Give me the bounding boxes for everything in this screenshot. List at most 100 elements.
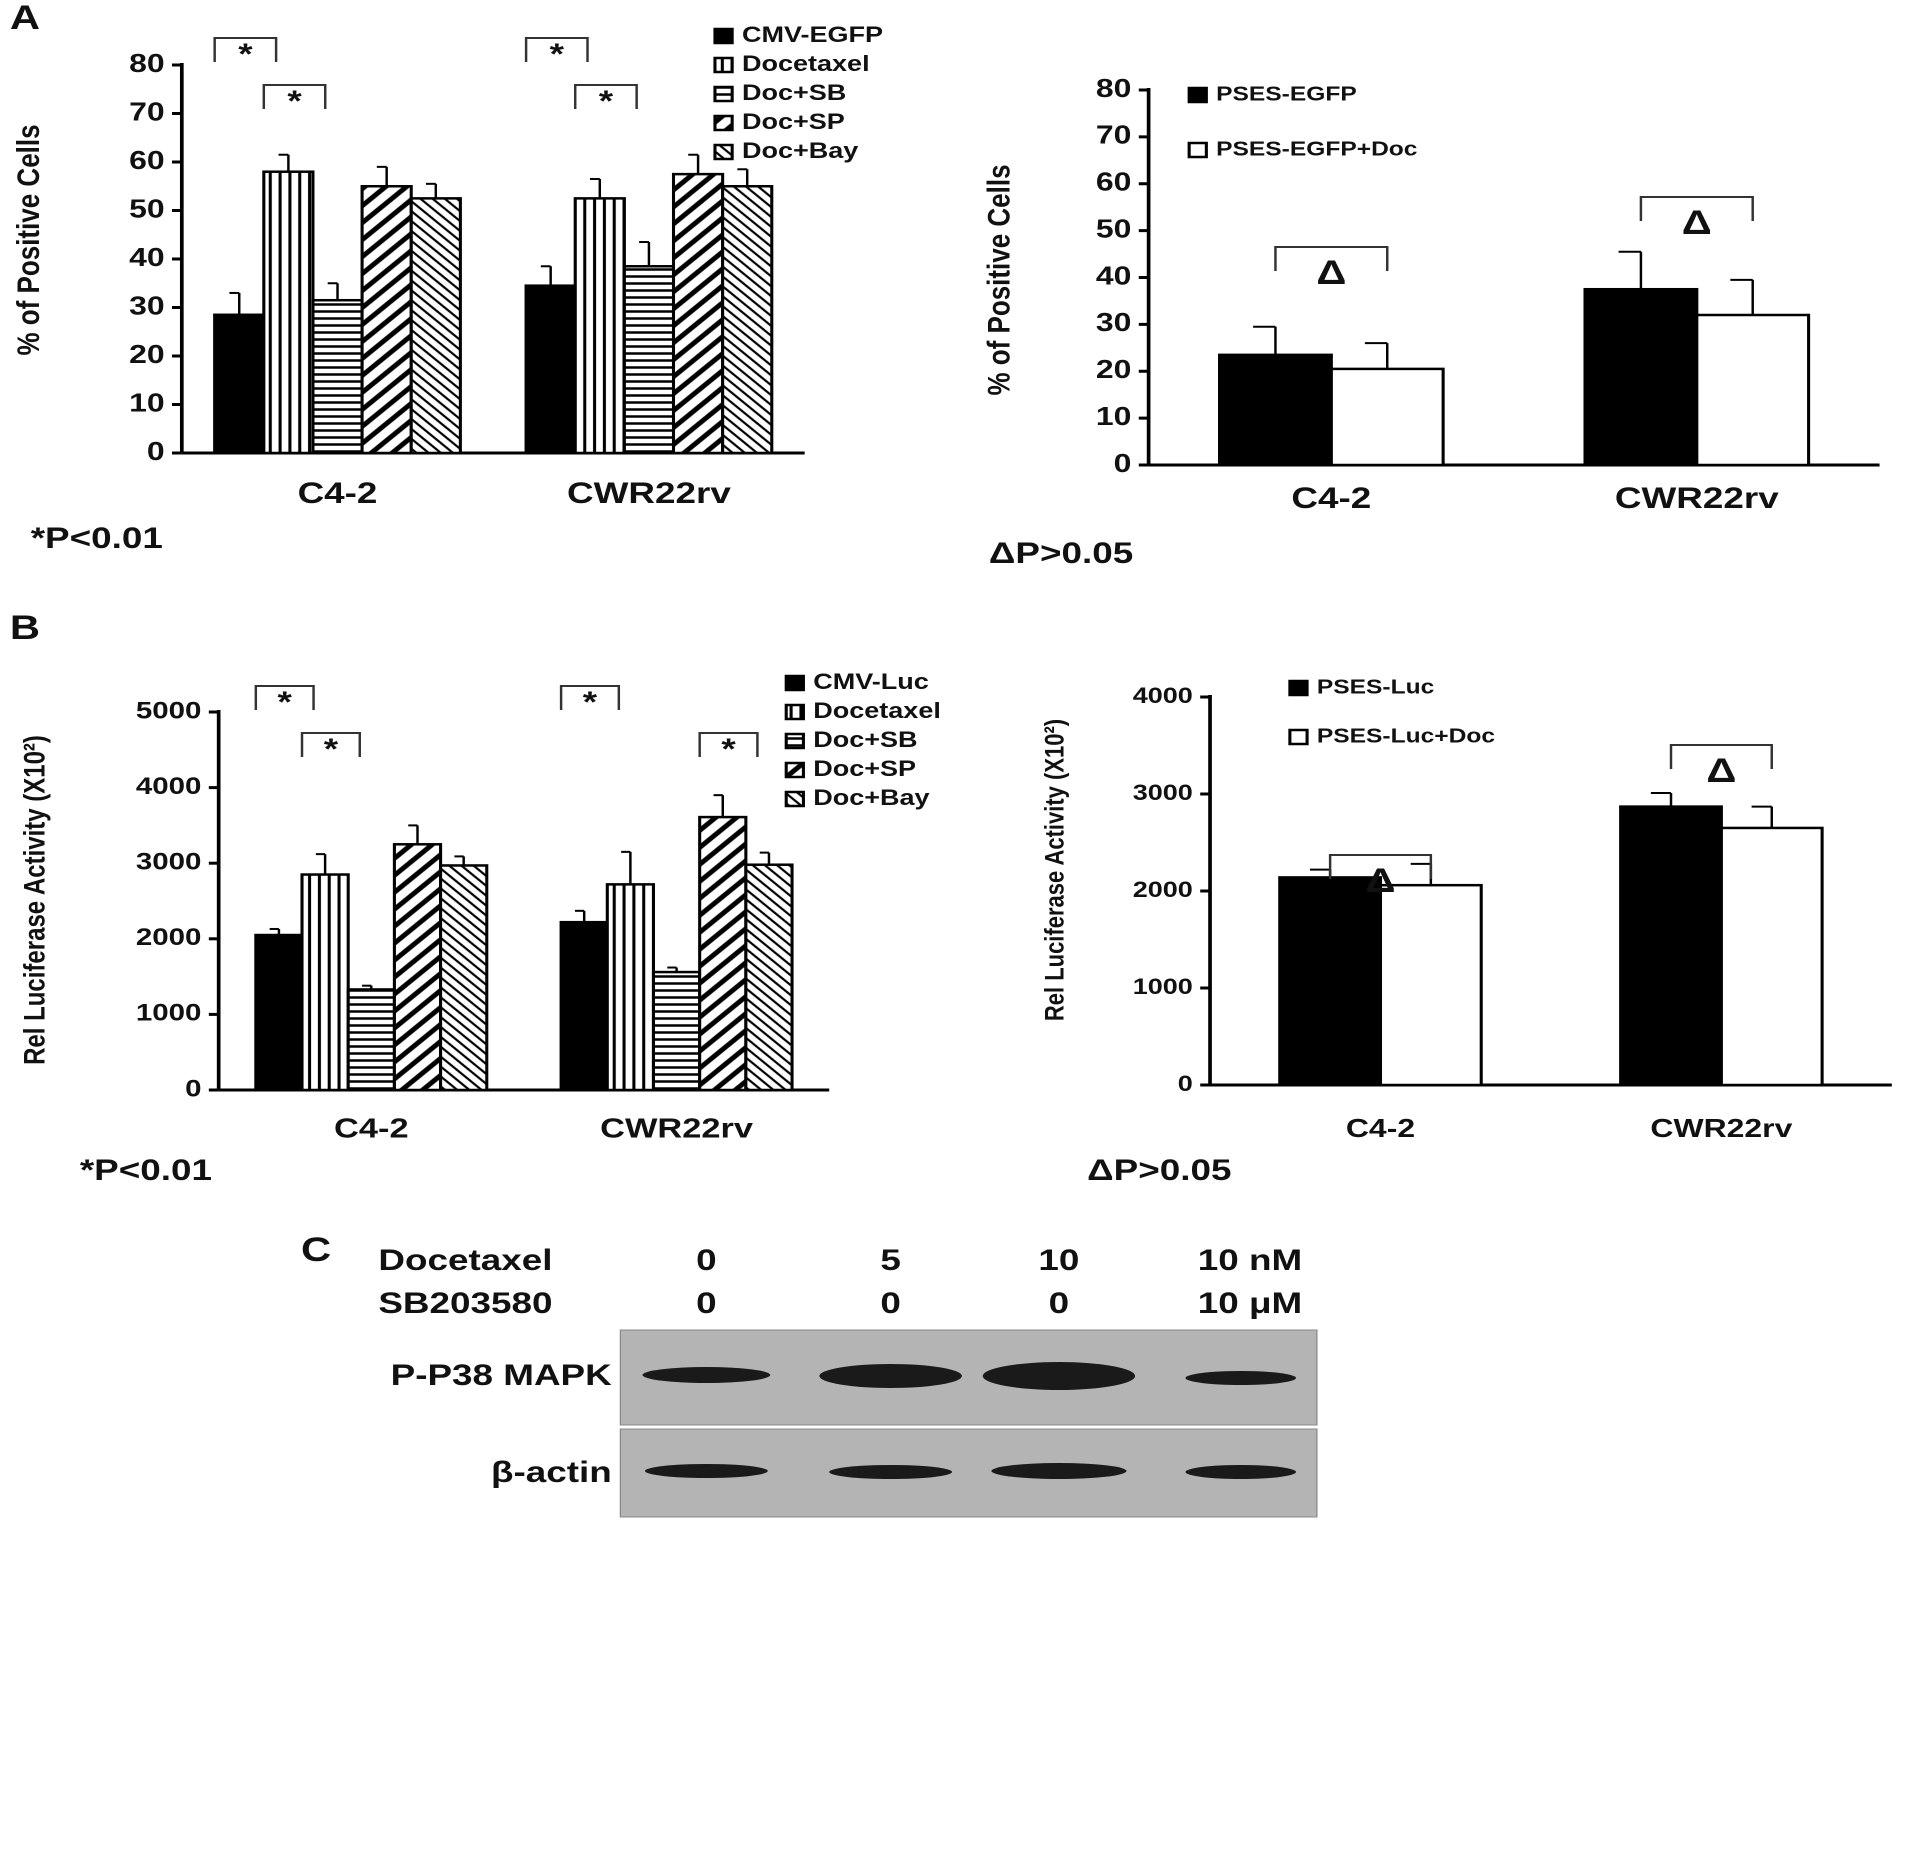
bar [524,284,577,455]
y-tick-label: 50 [129,195,165,224]
significance-bracket [573,84,638,109]
y-tick-label: 30 [129,292,165,321]
significance-label: Δ [1365,863,1395,900]
bar [1695,313,1811,467]
significance-bracket [1328,854,1433,879]
y-tick-label: 40 [1096,262,1132,291]
legend-label: Doc+Bay [742,139,859,163]
panel-label: B [10,610,40,647]
bar [651,970,702,1092]
y-tick-label: 4000 [136,773,202,800]
significance-bracket [524,37,589,62]
bar [721,185,774,455]
legend-swatch [713,114,734,132]
x-tick-label: C4-2 [334,1112,409,1143]
legend-label: Docetaxel [742,52,870,76]
bar [360,185,413,455]
y-axis-label: % of Positive Cells [982,164,1017,395]
legend-swatch [784,790,805,808]
legend-label: Doc+SP [742,110,845,134]
significance-bracket [300,732,361,757]
blot-value: 5 [880,1244,900,1277]
bar [262,170,315,455]
bar [744,863,794,1092]
band [1185,1371,1297,1385]
legend-label: Doc+Bay [813,786,930,810]
y-tick-label: 0 [147,438,165,467]
significance-bracket [698,732,759,757]
bar [439,864,489,1092]
y-tick-label: 20 [1096,356,1132,385]
legend-label: PSES-Luc [1317,675,1434,697]
legend-swatch [1288,679,1309,697]
significance-label: Δ [1706,753,1736,790]
significance-note: ΔP>0.05 [989,537,1133,570]
significance-label: * [721,733,736,766]
bar [254,933,304,1092]
blot-band-label: P-P38 MAPK [391,1359,612,1392]
significance-label: * [278,686,293,719]
legend-swatch [1187,86,1208,104]
blot-bands [642,1362,1297,1479]
y-tick-label: 50 [1096,215,1132,244]
band [829,1465,953,1479]
legend-label: CMV-EGFP [742,23,883,47]
blot-value: 0 [696,1244,716,1277]
x-tick-label: C4-2 [1291,482,1371,515]
x-tick-label: CWR22rv [600,1112,754,1143]
x-tick-label: C4-2 [1346,1115,1415,1144]
x-tick-label: CWR22rv [1615,482,1779,515]
y-tick-label: 4000 [1133,684,1193,708]
legend-swatch [713,85,734,103]
blot-value: 0 [1049,1287,1069,1320]
band [819,1364,962,1388]
significance-label: Δ [1682,205,1712,242]
y-tick-label: 20 [129,341,165,370]
legend-label: Doc+SP [813,757,916,781]
x-tick-label: CWR22rv [1650,1115,1793,1144]
significance-label: * [550,38,565,71]
blot-row-label: Docetaxel [378,1244,552,1277]
legend-label: PSES-EGFP+Doc [1216,137,1417,159]
significance-bracket [1274,246,1389,271]
bar [698,815,748,1092]
legend-label: PSES-EGFP [1216,82,1357,104]
legend-swatch [784,674,805,692]
y-tick-label: 1000 [1133,975,1193,999]
bar [605,883,656,1092]
blot-value: 0 [696,1287,716,1320]
significance-label: Δ [1316,255,1346,292]
significance-label: * [238,38,253,71]
legend-swatch [713,143,734,161]
significance-note: *P<0.01 [31,522,163,555]
legend-label: Docetaxel [813,699,941,723]
y-tick-label: 0 [185,1075,201,1102]
significance-bracket [262,84,327,109]
panel-label: A [10,0,40,37]
band [991,1463,1127,1479]
significance-bracket [254,685,315,710]
band [644,1464,768,1478]
significance-label: * [287,85,302,118]
x-tick-label: CWR22rv [567,477,731,510]
legend-label: PSES-Luc+Doc [1317,724,1495,746]
legend-swatch [784,732,805,750]
bar [213,313,266,455]
bar [1329,367,1445,467]
bar [409,197,462,455]
y-tick-label: 2000 [1133,878,1193,902]
y-tick-label: 2000 [136,924,202,951]
significance-label: * [324,733,339,766]
legend-swatch [713,27,734,45]
bar [311,298,364,455]
blot-value: 0 [880,1287,900,1320]
y-tick-label: 1000 [136,999,202,1026]
blot-value: 10 nM [1198,1244,1302,1277]
bar [1218,353,1333,467]
bar [1378,883,1483,1087]
significance-bracket [1669,744,1773,769]
y-tick-label: 10 [129,389,165,418]
blot-value: 10 μM [1198,1287,1302,1320]
bar [1278,876,1383,1087]
